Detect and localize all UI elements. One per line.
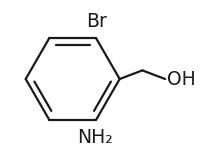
Text: OH: OH [167, 70, 196, 88]
Text: NH₂: NH₂ [77, 128, 113, 147]
Text: Br: Br [86, 12, 107, 31]
